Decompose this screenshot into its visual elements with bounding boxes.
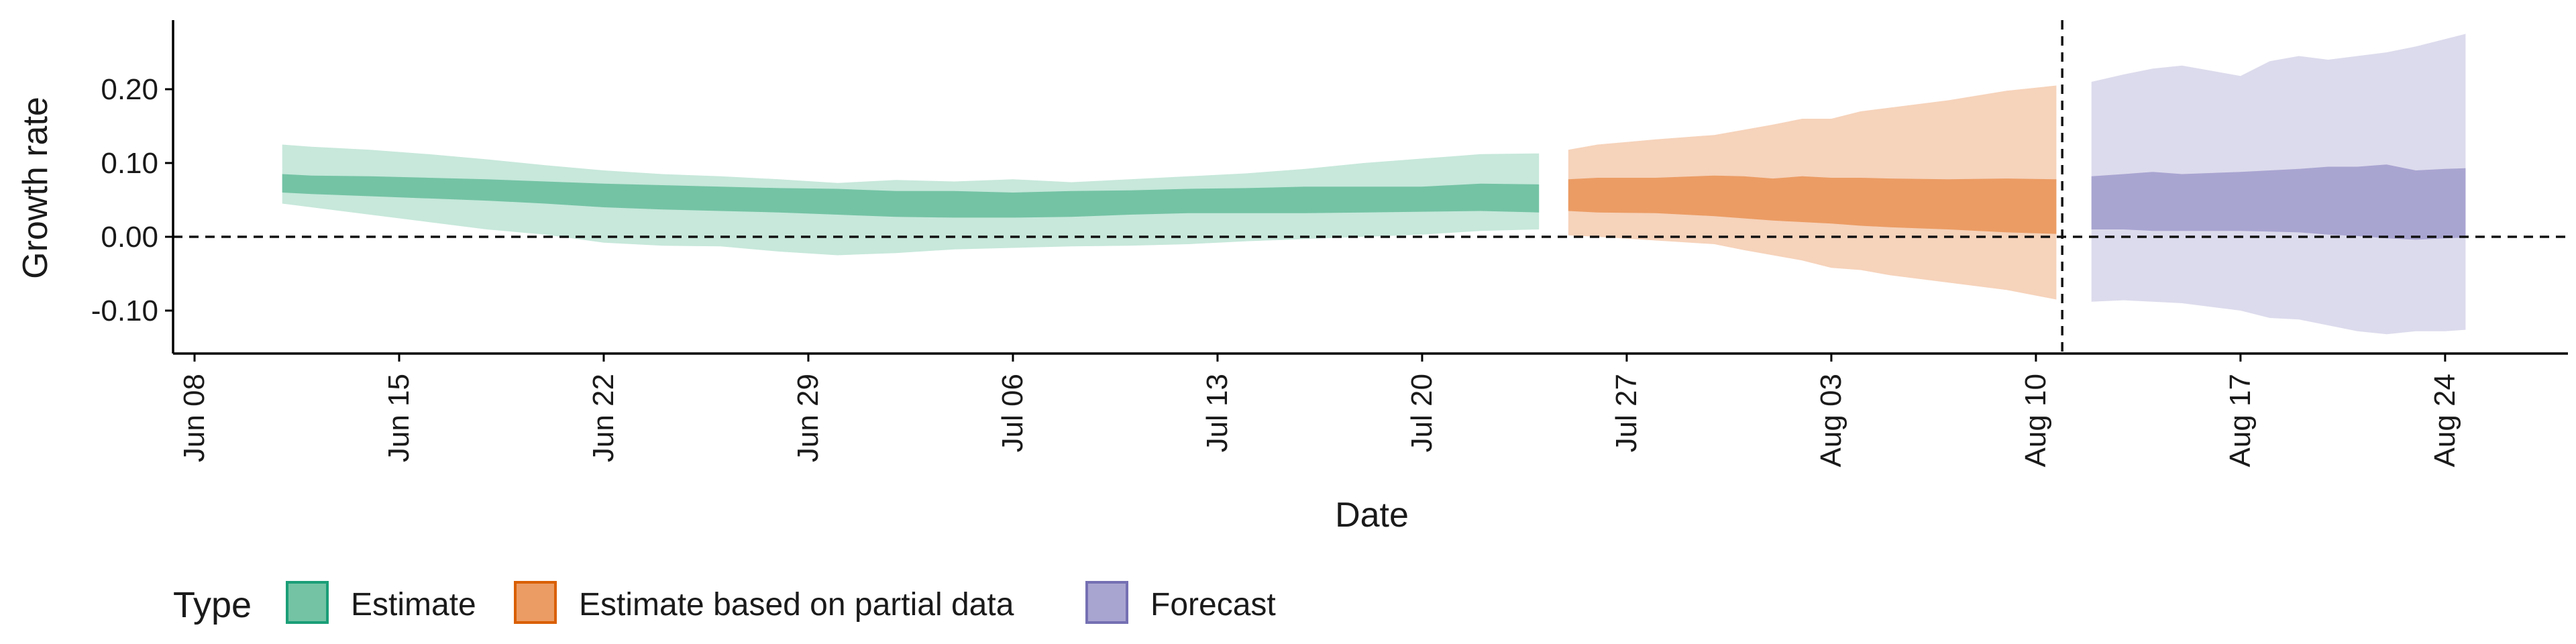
- legend-label-0: Estimate: [351, 587, 476, 623]
- y-tick-label: 0.10: [101, 147, 158, 180]
- axes-layer: -0.10 0.00 0.10 0.20 Jun 08 Jun 15 Jun 22 Jun 2…: [91, 20, 2568, 467]
- x-tick-label: Jul 06: [996, 374, 1029, 452]
- x-tick-label: Jul 27: [1610, 374, 1643, 452]
- bands-layer: [282, 34, 2466, 335]
- legend-key-2: [1085, 581, 1128, 624]
- y-tick-label: 0.00: [101, 221, 158, 254]
- legend-label-1: Estimate based on partial data: [579, 587, 1014, 623]
- legend-label-2: Forecast: [1150, 587, 1276, 623]
- x-tick-label: Aug 24: [2428, 374, 2461, 467]
- x-tick-label: Aug 10: [2019, 374, 2052, 467]
- legend-title: Type: [173, 585, 252, 625]
- x-tick-label: Aug 17: [2224, 374, 2257, 467]
- x-tick-label: Jun 22: [587, 374, 620, 462]
- x-tick-label: Jun 15: [382, 374, 415, 462]
- series-1-inner-band: [1568, 175, 2057, 234]
- series-2-inner-band: [2091, 164, 2466, 240]
- series-0-inner-band: [282, 174, 1540, 218]
- legend: Type Estimate Estimate based on partial d…: [173, 581, 1276, 625]
- x-tick-label: Aug 03: [1815, 374, 1847, 467]
- legend-key-0: [286, 581, 329, 624]
- y-axis-title: Growth rate: [16, 97, 55, 279]
- y-tick-label: 0.20: [101, 73, 158, 106]
- reference-lines: [173, 20, 2568, 354]
- x-tick-label: Jul 13: [1201, 374, 1234, 452]
- y-tick-label: -0.10: [91, 294, 158, 327]
- legend-key-1: [514, 581, 557, 624]
- x-axis-title: Date: [1335, 496, 1409, 535]
- x-tick-label: Jun 08: [178, 374, 211, 462]
- x-tick-label: Jul 20: [1405, 374, 1438, 452]
- x-tick-label: Jun 29: [792, 374, 824, 462]
